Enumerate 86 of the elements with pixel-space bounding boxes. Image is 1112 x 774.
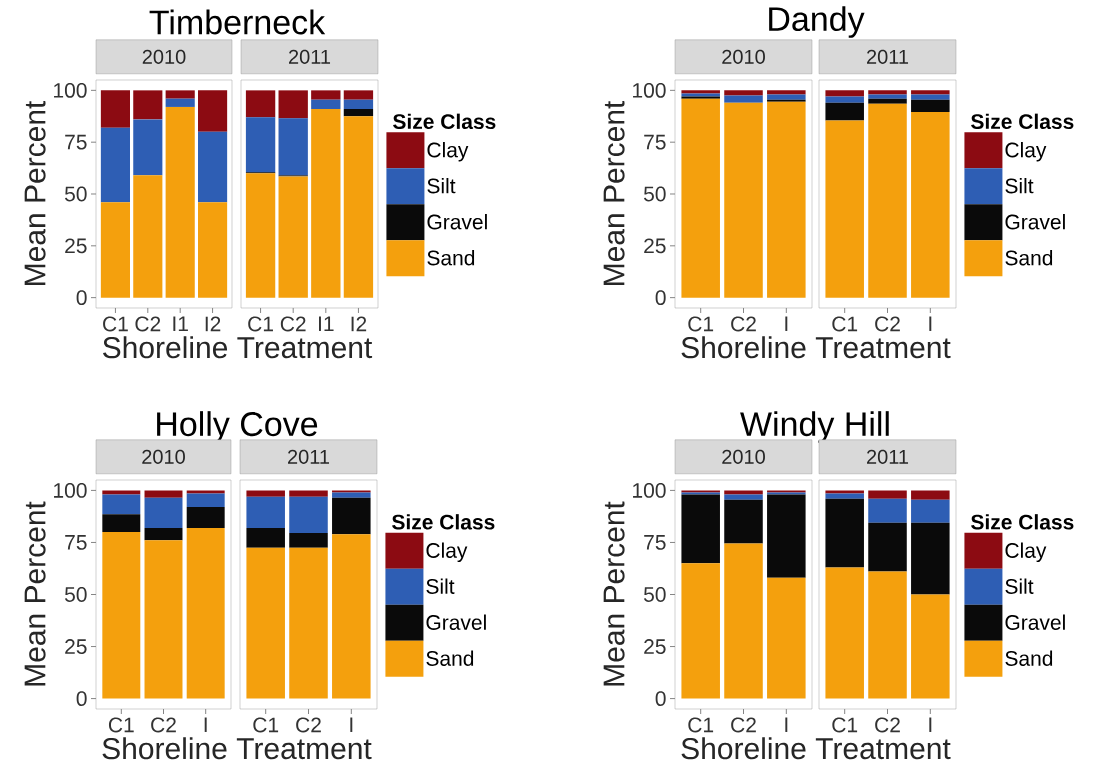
y-tick-label: 50	[643, 587, 666, 602]
x-tick-label: C1	[688, 316, 714, 332]
x-axis-title: Shoreline Treatment	[681, 737, 951, 760]
x-axis-title: Shoreline Treatment	[103, 336, 373, 359]
y-tick-label: 50	[64, 587, 87, 602]
y-tick-label: 100	[633, 482, 666, 498]
chart-subtitle: 2011	[867, 449, 909, 464]
x-tick-label: C1	[103, 316, 128, 332]
legend-label: Sand	[1005, 249, 1053, 266]
y-tick-label: 75	[65, 535, 87, 550]
chart-subtitle: 2011	[288, 449, 330, 464]
x-tick-label: C2	[151, 717, 176, 733]
x-tick-label: I2	[205, 316, 221, 332]
x-tick-label: C1	[253, 717, 279, 733]
legend-label: Sand	[427, 249, 475, 266]
chart-title: Dandy	[769, 6, 865, 38]
y-axis-title: Mean Percent	[24, 100, 46, 285]
legend-label: Silt	[427, 177, 456, 194]
chart-title: Windy Hill	[740, 411, 889, 443]
x-tick-label: C2	[875, 717, 900, 733]
legend-label: Gravel	[427, 213, 487, 230]
x-tick-label: I	[204, 717, 207, 732]
legend-title: Size Class	[971, 514, 1074, 530]
x-tick-label: C2	[875, 316, 900, 332]
legend-title: Size Class	[971, 113, 1074, 130]
y-tick-label: 25	[65, 238, 87, 254]
y-tick-label: 0	[76, 691, 87, 707]
x-tick-label: I	[785, 717, 788, 732]
y-axis-title: Mean Percent	[603, 501, 625, 686]
y-tick-label: 100	[54, 82, 87, 98]
x-tick-label: C2	[280, 316, 306, 332]
y-tick-label: 0	[655, 290, 666, 306]
x-tick-label: C2	[296, 717, 321, 733]
chart-subtitle: 2010	[722, 49, 765, 64]
x-tick-label: I	[785, 316, 788, 331]
chart-subtitle: 2010	[722, 449, 765, 464]
x-tick-label: I1	[318, 316, 334, 331]
chart-subtitle: 2011	[289, 49, 331, 64]
chart-subtitle: 2010	[142, 449, 185, 464]
x-tick-label: C1	[248, 316, 273, 332]
y-tick-label: 0	[655, 691, 666, 707]
chart-subtitle: 2010	[142, 49, 186, 64]
x-tick-label: C1	[832, 316, 858, 332]
legend-label: Clay	[1005, 542, 1047, 563]
legend-label: Gravel	[1005, 614, 1065, 630]
legend-label: Silt	[426, 578, 455, 594]
y-tick-label: 25	[65, 639, 87, 654]
x-tick-label: C2	[731, 316, 756, 332]
x-tick-label: I	[929, 316, 932, 331]
x-axis-title: Shoreline Treatment	[681, 336, 951, 359]
y-tick-label: 100	[54, 482, 87, 498]
legend-label: Gravel	[426, 614, 486, 630]
y-tick-label: 25	[644, 238, 666, 254]
y-axis-title: Mean Percent	[603, 100, 625, 285]
x-tick-label: C1	[688, 717, 714, 733]
y-tick-label: 50	[643, 186, 666, 202]
chart-title: Holly Cove	[157, 411, 318, 443]
x-tick-label: I	[929, 717, 932, 732]
legend-label: Silt	[1005, 578, 1034, 594]
x-tick-label: C1	[108, 717, 134, 733]
y-axis-title: Mean Percent	[24, 501, 46, 686]
legend-label: Clay	[1005, 141, 1047, 162]
y-tick-label: 0	[76, 290, 87, 306]
x-tick-label: C1	[832, 717, 858, 733]
chart-title: Timberneck	[149, 9, 326, 35]
y-tick-label: 75	[65, 134, 87, 150]
x-tick-label: C2	[731, 717, 756, 733]
legend-label: Clay	[426, 542, 468, 563]
legend-label: Clay	[427, 141, 469, 162]
legend-label: Sand	[1005, 650, 1053, 666]
chart-subtitle: 2011	[867, 49, 909, 64]
x-tick-label: C2	[135, 316, 161, 332]
x-tick-label: I	[350, 717, 353, 732]
legend-label: Gravel	[1005, 213, 1065, 230]
x-axis-title: Shoreline Treatment	[102, 737, 372, 760]
legend-label: Sand	[426, 650, 474, 666]
y-tick-label: 25	[644, 639, 666, 654]
y-tick-label: 100	[633, 82, 666, 98]
legend-label: Silt	[1005, 177, 1034, 194]
legend-title: Size Class	[393, 113, 496, 130]
x-tick-label: I2	[351, 316, 367, 332]
legend-title: Size Class	[392, 514, 495, 530]
y-tick-label: 75	[644, 535, 666, 550]
x-tick-label: I1	[173, 316, 188, 331]
y-tick-label: 50	[64, 186, 87, 202]
y-tick-label: 75	[644, 134, 666, 150]
